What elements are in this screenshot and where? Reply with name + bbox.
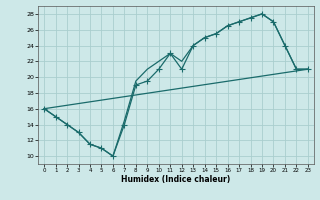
X-axis label: Humidex (Indice chaleur): Humidex (Indice chaleur) <box>121 175 231 184</box>
